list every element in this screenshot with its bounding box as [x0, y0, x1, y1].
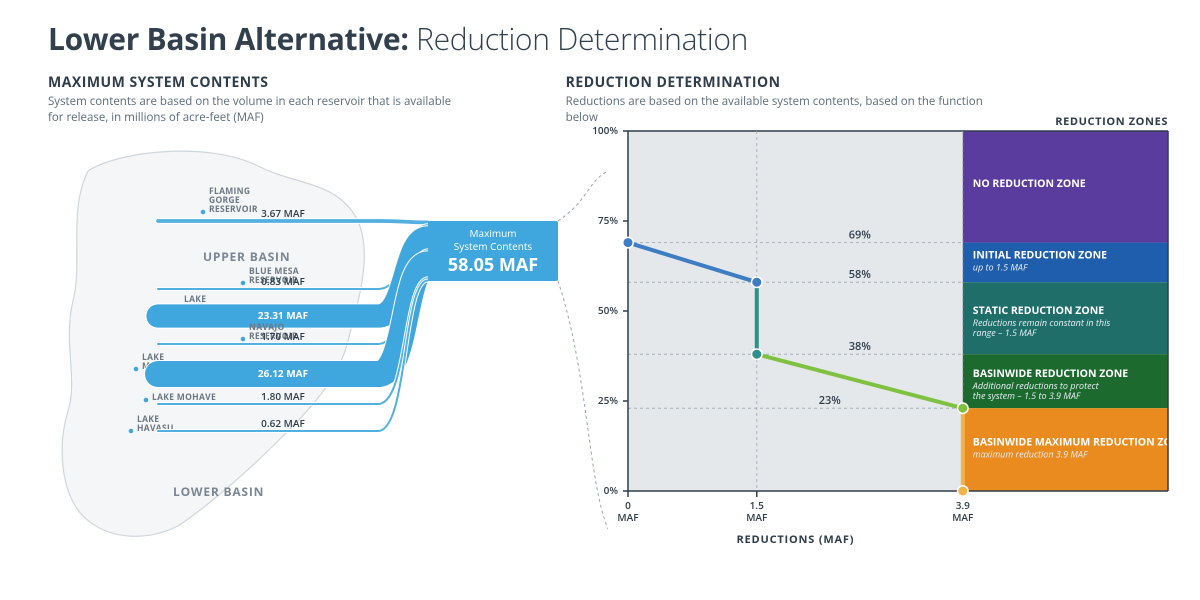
- reservoir-dot: [241, 337, 246, 342]
- breakpoint-marker: [752, 350, 761, 359]
- upper-basin-label: UPPER BASIN: [203, 248, 290, 265]
- reservoir-maf: 3.67 MAF: [261, 206, 305, 220]
- breakpoint-marker: [958, 487, 967, 496]
- threshold-pct: 38%: [848, 339, 871, 354]
- threshold-pct: 58%: [848, 267, 871, 282]
- y-tick-label: 100%: [592, 123, 618, 137]
- zone-desc: maximum reduction 3.9 MAF: [972, 448, 1087, 461]
- x-tick-unit: MAF: [617, 510, 638, 524]
- reservoir-dot: [241, 281, 246, 286]
- total-label-2: System Contents: [454, 239, 533, 253]
- reservoir-maf: 1.80 MAF: [261, 389, 305, 403]
- total-value: 58.05 MAF: [448, 253, 538, 277]
- reservoir-maf: 0.83 MAF: [261, 274, 305, 288]
- right-heading: REDUCTION DETERMINATION: [566, 73, 1160, 92]
- reduction-chart: REDUCTION ZONESNO REDUCTION ZONEINITIAL …: [566, 111, 1186, 581]
- reservoir-maf: 1.70 MAF: [261, 329, 305, 343]
- breakpoint-marker: [752, 278, 761, 287]
- zone-desc: range – 1.5 MAF: [972, 326, 1036, 339]
- y-tick-label: 25%: [598, 393, 618, 407]
- title-light: Reduction Determination: [409, 18, 749, 59]
- reservoir-name: LAKE MOHAVE: [152, 392, 216, 403]
- sankey-svg: UPPER BASINLOWER BASINFLAMINGGORGERESERV…: [28, 111, 608, 571]
- breakpoint-marker: [958, 404, 967, 413]
- threshold-pct: 69%: [848, 228, 871, 243]
- breakpoint-marker: [623, 238, 632, 247]
- y-tick-label: 50%: [598, 303, 618, 317]
- total-label-1: Maximum: [470, 226, 517, 240]
- page-root: Lower Basin Alternative: Reduction Deter…: [0, 0, 1200, 600]
- reservoir-maf: 0.62 MAF: [261, 416, 305, 430]
- zone-name: NO REDUCTION ZONE: [972, 177, 1085, 191]
- threshold-pct: 23%: [818, 393, 841, 408]
- reduction-chart-holder: REDUCTION ZONESNO REDUCTION ZONEINITIAL …: [566, 111, 1186, 581]
- x-tick-unit: MAF: [746, 510, 767, 524]
- y-tick-label: 75%: [598, 213, 618, 227]
- x-tick-unit: MAF: [952, 510, 973, 524]
- panels: MAXIMUM SYSTEM CONTENTS System contents …: [48, 73, 1160, 583]
- plot-bg: [628, 131, 963, 491]
- left-heading: MAXIMUM SYSTEM CONTENTS: [48, 73, 566, 92]
- y-tick-label: 0%: [603, 483, 618, 497]
- title-bold: Lower Basin Alternative:: [48, 18, 409, 59]
- reservoir-dot: [201, 210, 206, 215]
- right-panel: REDUCTION DETERMINATION Reductions are b…: [566, 73, 1160, 583]
- zone-desc: up to 1.5 MAF: [972, 260, 1027, 273]
- lower-basin-label: LOWER BASIN: [173, 483, 264, 500]
- zones-header: REDUCTION ZONES: [1055, 114, 1168, 129]
- reservoir-name: RESERVOIR: [209, 204, 258, 215]
- reservoir-flow: [158, 221, 428, 222]
- zone-desc: the system – 1.5 to 3.9 MAF: [972, 389, 1080, 402]
- left-panel: MAXIMUM SYSTEM CONTENTS System contents …: [48, 73, 566, 583]
- reservoir-maf: 23.31 MAF: [258, 308, 308, 322]
- x-axis-title: REDUCTIONS (MAF): [736, 532, 854, 547]
- reservoir-dot: [134, 367, 139, 372]
- sankey-map: UPPER BASINLOWER BASINFLAMINGGORGERESERV…: [28, 111, 608, 571]
- reservoir-dot: [144, 398, 149, 403]
- reservoir-dot: [129, 429, 134, 434]
- page-title: Lower Basin Alternative: Reduction Deter…: [48, 18, 1160, 59]
- reservoir-maf: 26.12 MAF: [258, 366, 308, 380]
